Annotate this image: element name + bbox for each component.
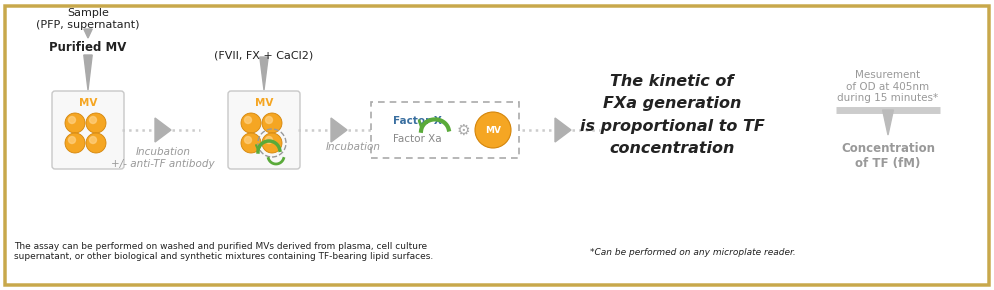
Polygon shape (331, 118, 347, 142)
Text: MV: MV (254, 98, 273, 108)
Circle shape (474, 112, 511, 148)
Circle shape (65, 113, 84, 133)
Circle shape (241, 113, 260, 133)
Circle shape (261, 113, 281, 133)
Text: Incubation
+/- anti-TF antibody: Incubation +/- anti-TF antibody (111, 147, 215, 168)
Circle shape (85, 133, 106, 153)
Circle shape (65, 133, 84, 153)
FancyBboxPatch shape (5, 6, 988, 285)
Polygon shape (555, 118, 571, 142)
Polygon shape (83, 29, 92, 38)
Text: MV: MV (79, 98, 97, 108)
Circle shape (69, 117, 76, 124)
Text: MV: MV (484, 126, 501, 135)
Circle shape (261, 133, 281, 153)
Circle shape (265, 117, 272, 124)
Circle shape (265, 137, 272, 144)
FancyBboxPatch shape (52, 91, 124, 169)
Text: Factor Xa: Factor Xa (393, 134, 441, 144)
Circle shape (241, 133, 260, 153)
Bar (371, 102, 519, 158)
Circle shape (69, 137, 76, 144)
Text: Concentration
of TF (fM): Concentration of TF (fM) (840, 142, 934, 170)
Text: Purified MV: Purified MV (50, 41, 126, 54)
Text: *Can be performed on any microplate reader.: *Can be performed on any microplate read… (589, 248, 795, 257)
Polygon shape (259, 57, 268, 90)
Text: The assay can be performed on washed and purified MVs derived from plasma, cell : The assay can be performed on washed and… (14, 242, 432, 261)
Circle shape (89, 137, 96, 144)
Circle shape (85, 113, 106, 133)
Polygon shape (155, 118, 171, 142)
Text: The kinetic of
FXa generation
is proportional to TF
concentration: The kinetic of FXa generation is proport… (580, 74, 763, 156)
Circle shape (245, 117, 251, 124)
Text: Mesurement
of OD at 405nm
during 15 minutes*: Mesurement of OD at 405nm during 15 minu… (837, 70, 937, 103)
Text: Sample
(PFP, supernatant): Sample (PFP, supernatant) (36, 8, 139, 30)
Text: (FVII, FX + CaCl2): (FVII, FX + CaCl2) (214, 50, 313, 60)
Circle shape (89, 117, 96, 124)
Polygon shape (882, 110, 893, 135)
Polygon shape (83, 55, 92, 90)
Text: ⚙: ⚙ (455, 122, 469, 137)
FancyBboxPatch shape (228, 91, 300, 169)
Text: Incubation: Incubation (325, 142, 380, 152)
Circle shape (245, 137, 251, 144)
Text: Factor X: Factor X (393, 116, 441, 126)
